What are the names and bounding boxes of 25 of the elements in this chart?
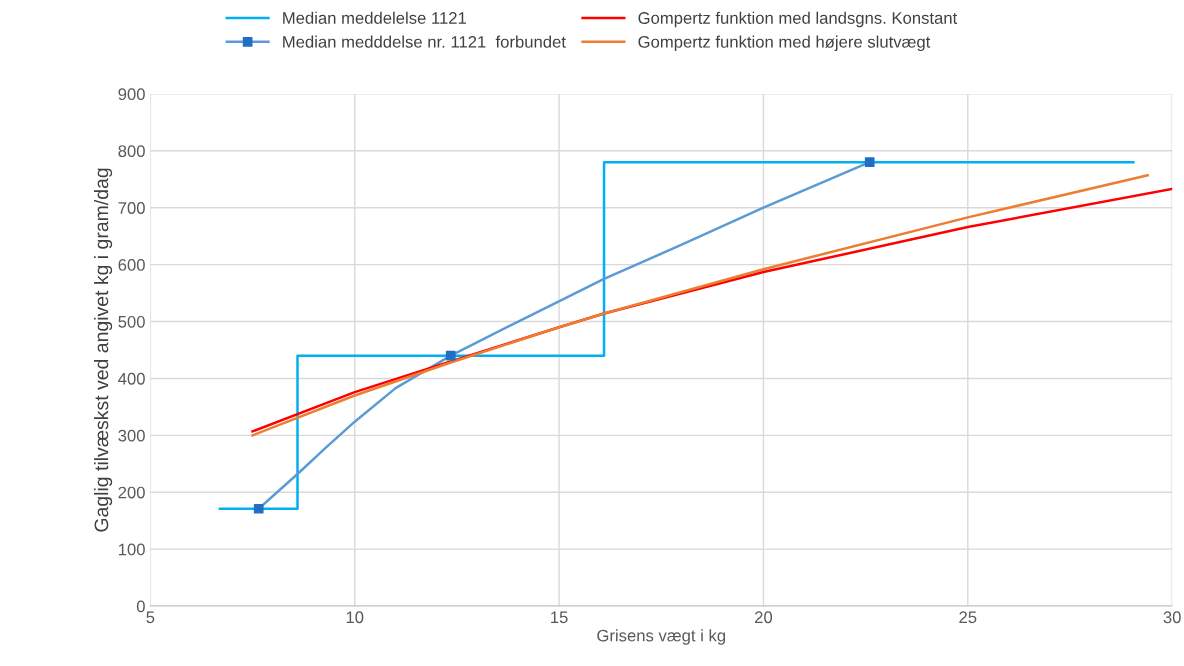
y-tick-label: 800	[118, 145, 145, 158]
y-tick-label: 100	[118, 543, 145, 556]
y-tick-label: 200	[118, 486, 145, 499]
point	[253, 503, 264, 514]
y-tick-label: 400	[118, 372, 145, 385]
x-tick-label: 5	[146, 611, 155, 624]
x-tick-label: 30	[1163, 611, 1181, 624]
x-tick-label: 15	[551, 611, 568, 624]
x-tick-label: 25	[959, 611, 977, 624]
x-tick-label: 20	[755, 611, 773, 624]
point	[864, 157, 875, 168]
legend-label: Median meddelelse 1121	[283, 11, 466, 24]
y-tick-label: 0	[136, 600, 145, 613]
y-tick-label: 700	[118, 202, 145, 214]
y-axis-title: Gaglig tilvæskst ved angivet kg i gram/dag	[94, 168, 113, 532]
y-tick-label: 500	[118, 315, 145, 328]
legend-label: Gompertz funktion med højere slutvægt	[638, 35, 931, 52]
y-tick-label: 900	[118, 88, 145, 101]
legend-label: Median medddelse nr. 1121 forbundet	[283, 35, 566, 48]
legend-label: Gompertz funktion med landsgns. Konstant	[638, 11, 958, 28]
point	[445, 350, 456, 361]
y-tick-label: 300	[118, 429, 145, 442]
y-tick-label: 600	[118, 259, 145, 271]
x-axis-title: Grisens vægt i kg	[597, 629, 726, 645]
x-tick-label: 10	[346, 611, 364, 624]
